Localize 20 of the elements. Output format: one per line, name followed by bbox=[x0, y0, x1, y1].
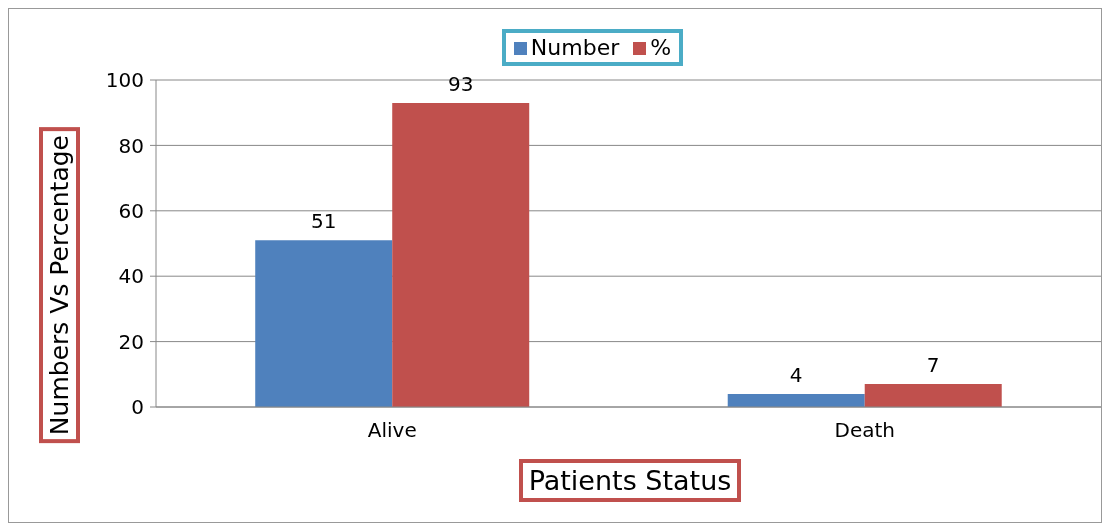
bar bbox=[255, 240, 393, 407]
y-tick-label: 0 bbox=[131, 395, 144, 420]
y-tick-label: 80 bbox=[118, 133, 144, 158]
x-tick-label: Death bbox=[834, 418, 895, 443]
data-label: 93 bbox=[448, 71, 474, 96]
y-tick-label: 20 bbox=[118, 329, 144, 354]
y-tick-label: 60 bbox=[118, 198, 144, 223]
data-label: 51 bbox=[311, 209, 337, 234]
x-tick-label: Alive bbox=[367, 418, 417, 443]
y-axis-title: Numbers Vs Percentage bbox=[39, 126, 80, 444]
bar bbox=[727, 393, 865, 407]
legend-label: % bbox=[649, 35, 672, 60]
legend-label: Number bbox=[529, 35, 620, 60]
data-label: 4 bbox=[789, 362, 803, 387]
data-label: 7 bbox=[926, 353, 940, 378]
bar bbox=[864, 384, 1002, 407]
y-tick-label: 40 bbox=[118, 264, 144, 289]
bar bbox=[392, 102, 530, 407]
y-tick-label: 100 bbox=[105, 68, 144, 93]
x-axis-title: Patients Status bbox=[518, 459, 742, 502]
